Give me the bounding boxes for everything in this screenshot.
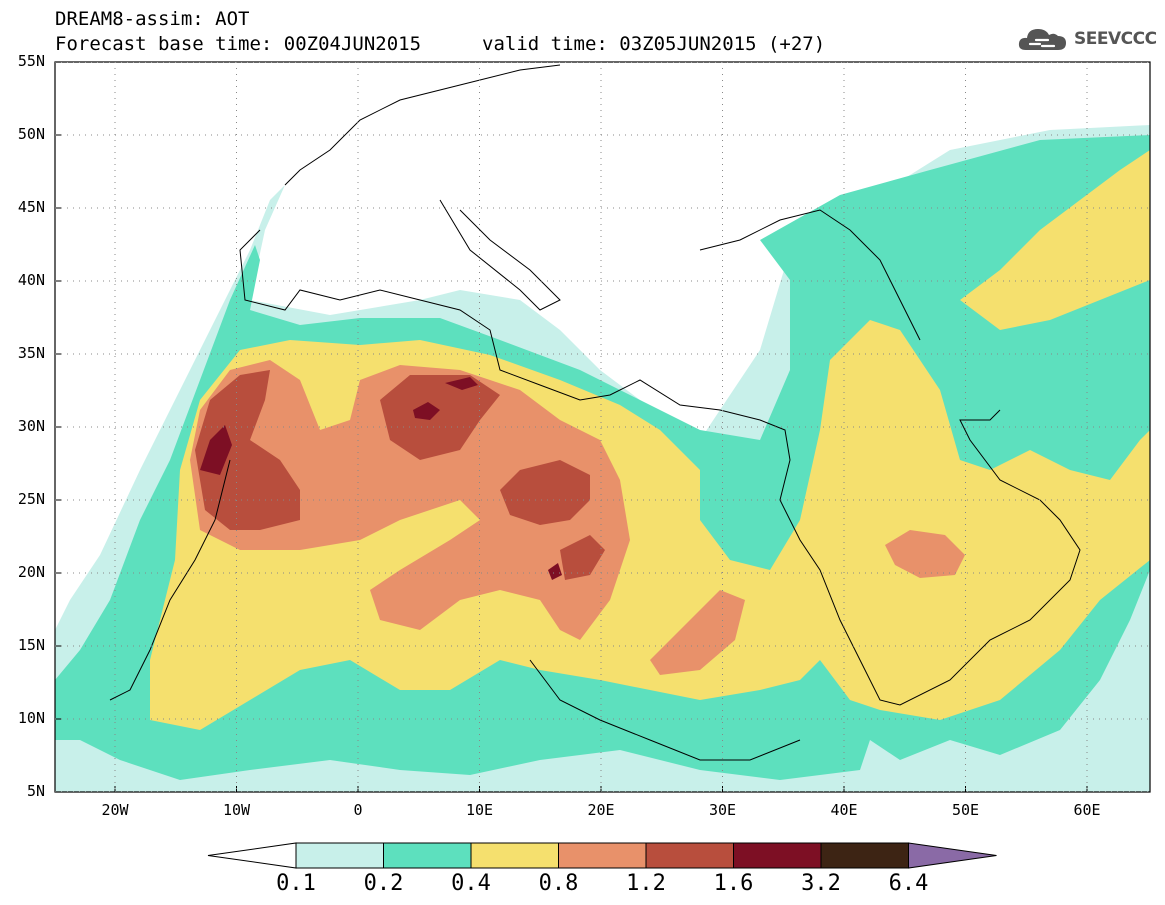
cloud-icon (1018, 29, 1066, 50)
colorbar-label: 1.6 (713, 871, 754, 896)
lat-label: 5N (26, 782, 45, 800)
colorbar-label: 0.2 (363, 871, 404, 896)
colorbar-label: 1.2 (626, 871, 666, 896)
colorbar-segment (733, 842, 822, 869)
lon-label: 20W (101, 801, 129, 819)
lon-label: 50E (951, 801, 980, 819)
colorbar-segment (558, 842, 647, 869)
colorbar-segment (295, 842, 384, 869)
colorbar-label: 0.4 (451, 871, 491, 896)
lon-label: 40E (830, 801, 858, 819)
forecast-base-time: Forecast base time: 00Z04JUN2015 (55, 33, 422, 55)
map-title: DREAM8-assim: AOT (55, 8, 250, 30)
colorbar-segment (470, 842, 559, 869)
lat-label: 35N (17, 344, 45, 362)
colorbar-lower-arrow (207, 842, 297, 869)
lon-label: 20E (587, 801, 615, 819)
lat-label: 15N (17, 636, 45, 654)
colorbar-segment (820, 842, 909, 869)
lon-label: 10W (222, 801, 251, 819)
colorbar-segment (645, 842, 734, 869)
colorbar-label: 0.8 (538, 871, 579, 896)
lat-label: 25N (17, 490, 45, 508)
logo-text: SEEVCCC (1074, 29, 1157, 49)
seevccc-logo: SEEVCCC (1016, 22, 1157, 56)
colorbar-segment (383, 842, 472, 869)
lon-label: 60E (1073, 801, 1101, 819)
lon-label: 10E (465, 801, 494, 819)
lon-label: 0 (353, 801, 363, 819)
colorbar-upper-arrow (908, 842, 997, 869)
lat-label: 55N (17, 52, 45, 70)
colorbar (207, 842, 997, 869)
aot-band-1.2 (195, 370, 300, 530)
lat-label: 30N (17, 417, 45, 435)
lat-label: 40N (17, 271, 45, 289)
aot-shading (55, 125, 1150, 792)
lat-label: 20N (17, 563, 45, 581)
coastlines (109, 64, 1081, 761)
lat-label: 50N (17, 125, 45, 143)
aot-band-1.6 (200, 425, 232, 475)
lat-label: 10N (17, 709, 45, 727)
colorbar-label: 6.4 (888, 871, 929, 896)
colorbar-label: 0.1 (276, 871, 316, 896)
colorbar-label: 3.2 (801, 871, 841, 896)
lon-label: 30E (708, 801, 737, 819)
lat-label: 45N (17, 198, 45, 216)
valid-time: valid time: 03Z05JUN2015 (+27) (482, 33, 826, 55)
